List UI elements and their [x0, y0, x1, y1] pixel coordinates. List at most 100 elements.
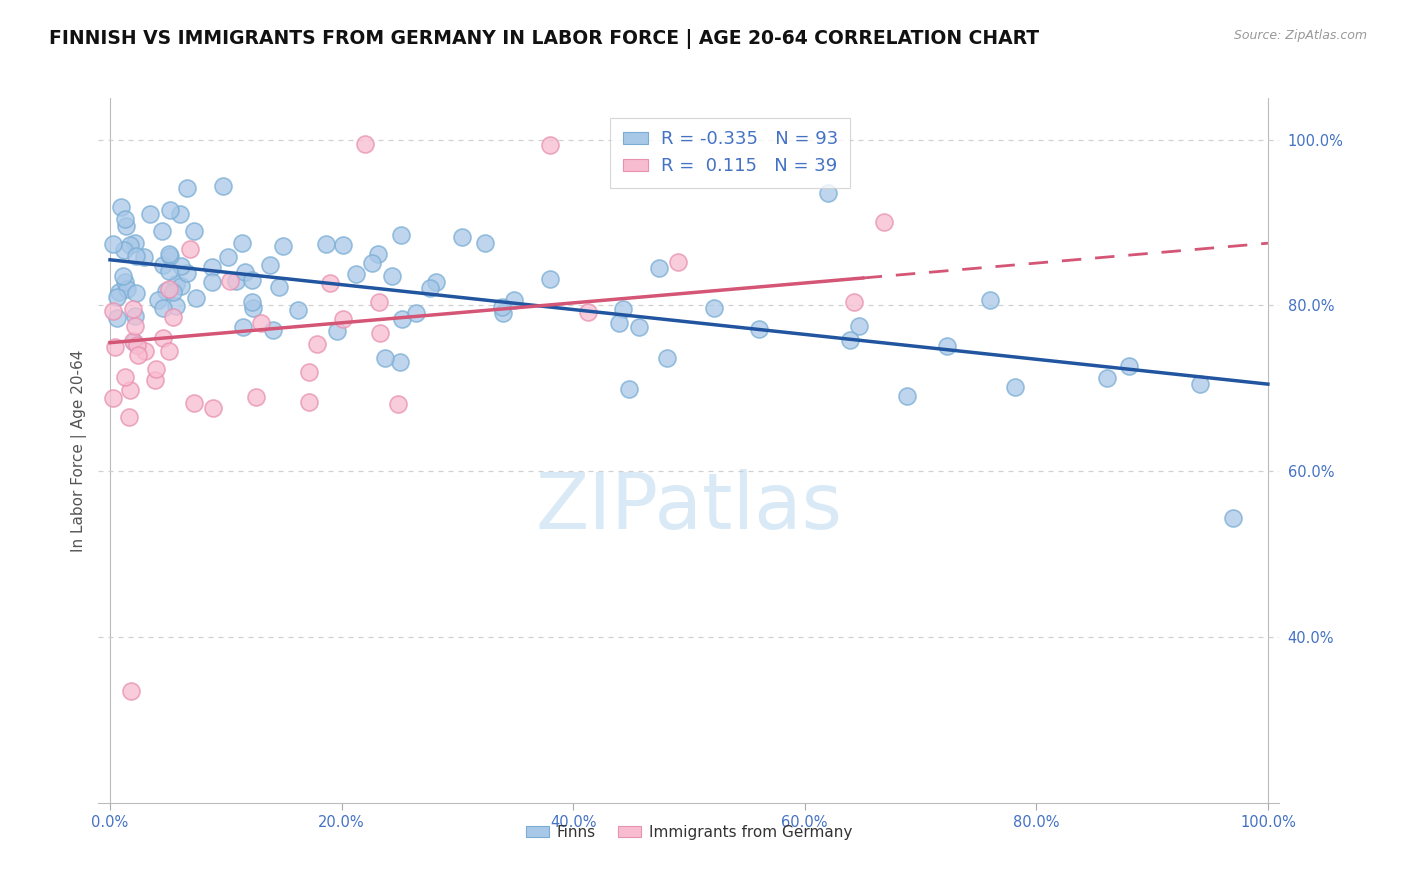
Point	[619, 382, 641, 396]
Point	[368, 326, 391, 340]
Point	[627, 320, 650, 334]
Point	[212, 179, 235, 194]
Point	[405, 306, 427, 320]
Point	[186, 291, 208, 305]
Text: Source: ZipAtlas.com: Source: ZipAtlas.com	[1233, 29, 1367, 42]
Point	[240, 273, 263, 287]
Point	[132, 250, 155, 264]
Point	[150, 224, 173, 238]
Point	[157, 343, 180, 358]
Point	[502, 293, 524, 307]
Point	[201, 260, 224, 274]
Point	[848, 319, 870, 334]
Point	[183, 224, 205, 238]
Point	[104, 340, 127, 354]
Point	[183, 396, 205, 410]
Point	[105, 311, 128, 326]
Point	[152, 301, 174, 315]
Point	[307, 337, 329, 351]
Point	[157, 282, 180, 296]
Point	[233, 265, 256, 279]
Point	[607, 317, 630, 331]
Point	[896, 389, 918, 403]
Point	[474, 235, 496, 250]
Point	[134, 343, 156, 358]
Point	[259, 258, 281, 272]
Point	[112, 243, 135, 257]
Point	[368, 295, 391, 310]
Point	[118, 237, 141, 252]
Point	[748, 322, 770, 336]
Point	[157, 246, 180, 260]
Point	[127, 348, 149, 362]
Point	[344, 267, 367, 281]
Point	[839, 334, 862, 348]
Legend: Finns, Immigrants from Germany: Finns, Immigrants from Germany	[520, 819, 858, 846]
Point	[240, 294, 263, 309]
Point	[936, 339, 959, 353]
Point	[120, 384, 142, 398]
Point	[219, 274, 242, 288]
Point	[162, 285, 184, 299]
Point	[122, 334, 145, 348]
Point	[538, 272, 561, 286]
Point	[381, 269, 404, 284]
Point	[159, 249, 181, 263]
Point	[152, 258, 174, 272]
Point	[451, 230, 474, 244]
Point	[143, 373, 166, 387]
Point	[111, 268, 134, 283]
Point	[817, 186, 839, 201]
Point	[298, 365, 321, 379]
Point	[361, 256, 384, 270]
Point	[110, 200, 132, 214]
Point	[117, 410, 139, 425]
Point	[612, 301, 634, 316]
Text: FINNISH VS IMMIGRANTS FROM GERMANY IN LABOR FORCE | AGE 20-64 CORRELATION CHART: FINNISH VS IMMIGRANTS FROM GERMANY IN LA…	[49, 29, 1039, 48]
Point	[217, 250, 239, 264]
Point	[176, 266, 198, 280]
Point	[1004, 380, 1026, 394]
Point	[249, 316, 271, 330]
Point	[1222, 511, 1244, 525]
Point	[155, 284, 177, 298]
Point	[262, 323, 284, 337]
Point	[162, 310, 184, 325]
Point	[842, 295, 865, 310]
Point	[146, 293, 169, 307]
Point	[169, 207, 191, 221]
Text: ZIPatlas: ZIPatlas	[536, 469, 842, 545]
Point	[105, 290, 128, 304]
Point	[117, 282, 139, 296]
Point	[873, 215, 896, 229]
Point	[176, 181, 198, 195]
Point	[647, 260, 669, 275]
Point	[124, 309, 146, 323]
Point	[242, 301, 264, 316]
Point	[332, 238, 354, 252]
Point	[1118, 359, 1140, 373]
Point	[703, 301, 725, 315]
Point	[139, 207, 162, 221]
Point	[287, 302, 309, 317]
Point	[492, 306, 515, 320]
Point	[332, 312, 354, 326]
Point	[170, 278, 193, 293]
Point	[125, 338, 148, 352]
Point	[122, 302, 145, 317]
Point	[389, 227, 412, 242]
Point	[353, 136, 375, 151]
Point	[202, 401, 225, 415]
Point	[165, 277, 187, 292]
Point	[122, 335, 145, 350]
Point	[124, 236, 146, 251]
Point	[245, 390, 267, 404]
Point	[125, 249, 148, 263]
Point	[298, 395, 321, 409]
Point	[1188, 376, 1211, 391]
Point	[367, 246, 389, 260]
Point	[419, 281, 441, 295]
Point	[165, 299, 187, 313]
Point	[101, 304, 124, 318]
Point	[103, 392, 125, 406]
